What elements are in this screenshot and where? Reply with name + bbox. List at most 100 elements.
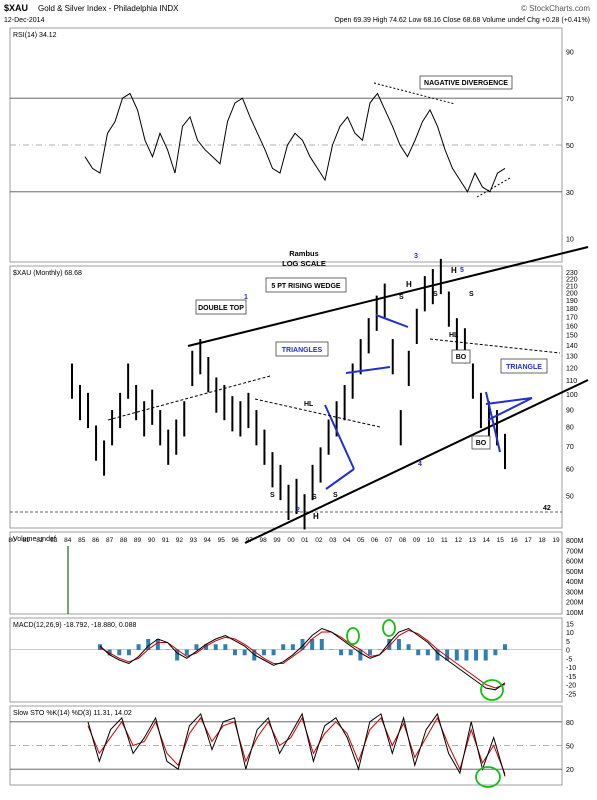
price-xtick: 16 [511,537,519,544]
sto-title: Slow STO %K(14) %D(3) 11.31, 14.02 [13,710,132,717]
price-ytick: 230 [566,270,578,277]
macd-histogram-bar [464,649,469,661]
macd-histogram-bar [358,649,363,661]
price-xtick: 98 [259,537,267,544]
macd-histogram-bar [454,649,459,661]
volume-ytick: 600M [566,559,584,566]
rsi-title: RSI(14) 34.12 [13,32,57,39]
price-ytick: 80 [566,425,574,432]
macd-line [99,627,506,691]
price-xtick: 07 [385,537,393,544]
macd-histogram-bar [98,644,102,650]
sto-k-line [87,712,506,777]
price-xtick: 83 [50,537,58,544]
hl-label-2: HL [449,332,459,339]
price-xtick: 18 [538,537,546,544]
wedge-lower-line [244,379,589,544]
wave-number-label: 3 [414,253,418,260]
price-xtick: 06 [371,537,379,544]
macd-histogram-bar [233,649,237,656]
symbol-title: $XAU [4,3,28,13]
price-xtick: 84 [64,537,72,544]
bo-label-2: BO [476,440,487,447]
chart-date: 12-Dec-2014 [4,17,45,24]
price-xtick: 15 [497,537,505,544]
double-top-label-box [195,299,247,315]
price-xtick: 88 [120,537,128,544]
macd-histogram-bar [281,644,286,650]
green-circle [382,619,396,637]
price-ytick: 170 [566,314,578,321]
macd-histogram-bar [223,644,228,650]
price-xtick: 00 [287,537,295,544]
macd-histogram-bar [300,639,305,650]
volume-ytick: 100M [566,610,584,617]
price-xtick: 17 [524,537,532,544]
s-label: S [312,494,317,501]
macd-histogram-bar [261,649,266,656]
macd-histogram-bar [136,644,141,650]
price-xtick: 81 [22,537,30,544]
price-ytick: 100 [566,392,578,399]
wedge-upper-line [187,246,589,347]
s-label: S [433,291,438,298]
wave-number-label: 42 [543,505,551,512]
price-ytick: 150 [566,333,578,340]
price-xtick: 09 [413,537,421,544]
wave-number-label: 4 [418,461,422,468]
price-xtick: 03 [329,537,337,544]
price-xtick: 01 [301,537,309,544]
price-xtick: 96 [232,537,240,544]
macd-tick: -15 [566,674,576,681]
panel-frame-macd [9,617,563,703]
h-label-left: H [406,280,412,289]
macd-histogram-bar [406,644,411,650]
volume-ytick: 400M [566,579,584,586]
double-top-label: DOUBLE TOP [198,305,244,312]
price-ytick: 120 [566,365,578,372]
log-scale-label: LOG SCALE [282,259,326,268]
bo-label-2-box [471,435,491,450]
volume-title: Volume undef [13,536,56,543]
macd-title: MACD(12,26,9) -18.792, -18.880, 0.088 [13,622,136,629]
wave-number-label: 2 [296,507,300,514]
price-xtick: 04 [343,537,351,544]
macd-histogram-bar [493,649,498,656]
price-ytick: 130 [566,354,578,361]
price-xtick: 87 [106,537,114,544]
macd-tick: -20 [566,683,576,690]
price-ytick: 110 [566,378,577,385]
rsi-tick: 50 [566,143,574,150]
price-xtick: 93 [190,537,198,544]
price-xtick: 05 [357,537,365,544]
price-xtick: 82 [36,537,44,544]
macd-tick: -25 [566,691,576,698]
wave-number-label: 1 [244,294,248,301]
macd-histogram-bar [425,649,430,656]
price-ytick: 70 [566,444,574,451]
macd-tick: 5 [566,639,570,646]
panel-frame-price [9,265,563,529]
price-xtick: 89 [134,537,142,544]
header: $XAU Gold & Silver Index - Philadelphia … [4,3,590,24]
macd-histogram-bar [310,639,315,650]
price-xtick: 91 [162,537,170,544]
price-ytick: 140 [566,343,578,350]
neckline-dashed-2 [254,398,381,428]
volume-ytick: 700M [566,548,584,555]
s-label: S [333,492,338,499]
macd-tick: 15 [566,621,574,628]
price-xtick: 12 [455,537,463,544]
macd-tick: -5 [566,656,572,663]
triangle-trendline [345,366,391,374]
price-title: $XAU (Monthly) 68.68 [13,270,82,277]
h-label-bottom: H [313,512,319,521]
macd-tick: -10 [566,665,576,672]
hl-label-1: HL [304,401,314,408]
macd-histogram-bar [146,639,151,650]
macd-histogram-bar [165,649,170,650]
sto-tick: 80 [566,720,574,727]
macd-histogram-bar [348,649,353,656]
price-xtick: 80 [8,537,16,544]
